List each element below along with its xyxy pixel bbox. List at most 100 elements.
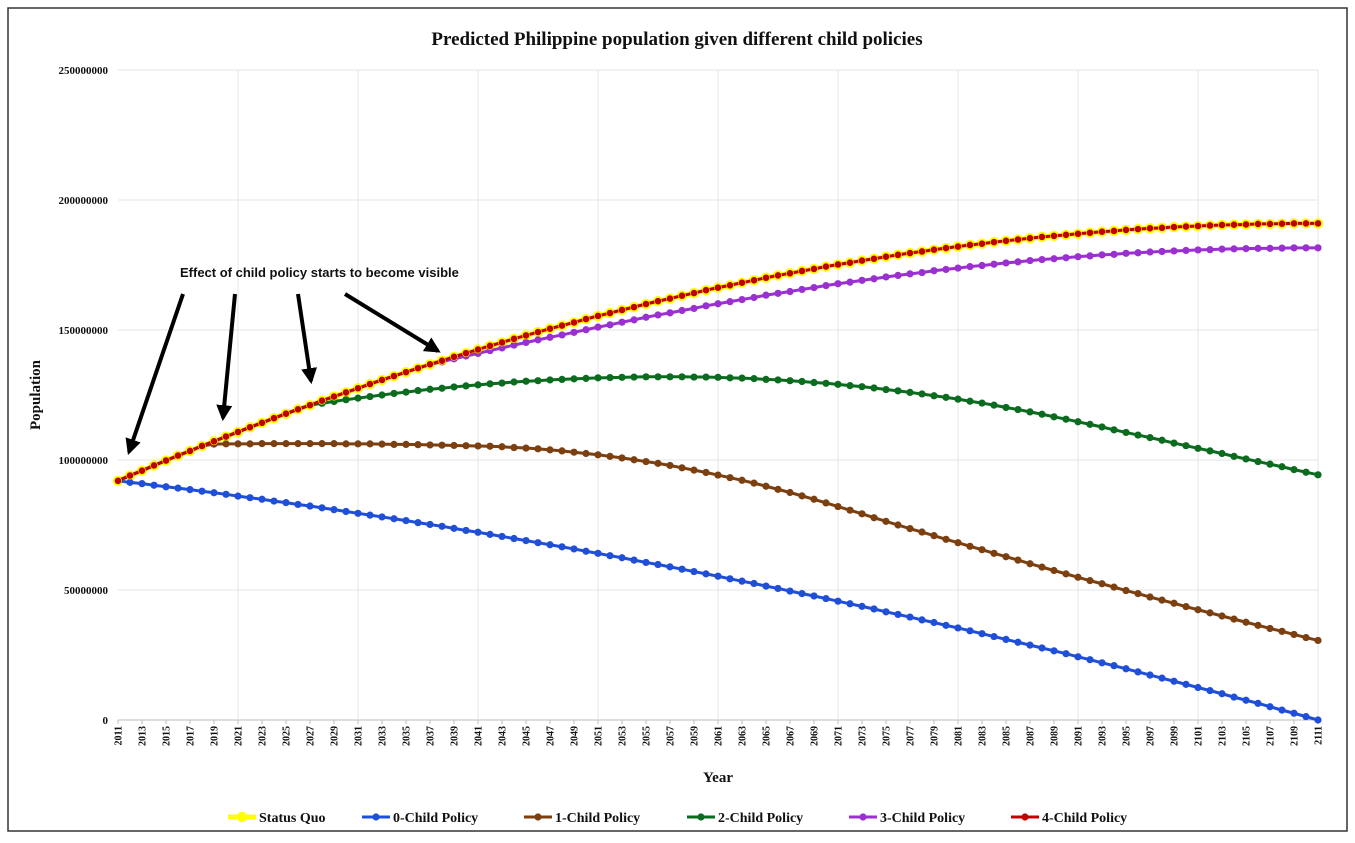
data-point (486, 380, 494, 388)
data-point (162, 483, 170, 491)
data-point (678, 565, 686, 573)
data-point (390, 440, 398, 448)
data-point (510, 334, 518, 343)
data-point (1254, 244, 1262, 252)
data-point (498, 344, 506, 352)
x-tick-label: 2065 (762, 726, 773, 746)
data-point (1062, 230, 1070, 239)
x-tick-label: 2085 (1002, 726, 1013, 746)
data-point (378, 440, 386, 448)
data-point (1254, 621, 1262, 629)
data-point (822, 594, 830, 603)
data-point (894, 271, 902, 279)
data-point (702, 302, 710, 310)
data-point (1194, 246, 1202, 254)
data-point (726, 575, 734, 583)
x-tick-label: 2055 (642, 726, 653, 746)
x-tick-label: 2027 (306, 726, 317, 746)
x-tick-label: 2025 (282, 726, 293, 746)
data-point (834, 597, 842, 605)
data-point (870, 605, 878, 613)
data-point (1290, 466, 1298, 474)
data-point (1062, 650, 1070, 658)
data-point (258, 418, 266, 427)
data-point (234, 492, 242, 500)
data-point (246, 494, 254, 502)
y-tick-label: 100000000 (59, 455, 109, 467)
data-point (1218, 612, 1226, 620)
data-point (582, 326, 590, 334)
data-point (414, 519, 422, 527)
y-tick-label: 250000000 (59, 65, 109, 77)
data-point (126, 478, 134, 486)
legend-marker (372, 813, 380, 821)
data-point (342, 440, 350, 448)
data-point (426, 441, 434, 449)
x-tick-label: 2089 (1050, 726, 1061, 746)
data-point (510, 378, 518, 386)
data-point (318, 440, 326, 448)
legend-label: 3-Child Policy (880, 811, 965, 826)
data-point (1146, 434, 1154, 442)
data-point (546, 541, 554, 549)
data-point (870, 384, 878, 392)
data-point (1158, 247, 1166, 256)
legend-label: 2-Child Policy (718, 811, 803, 826)
x-tick-label: 2021 (234, 726, 245, 746)
x-tick-label: 2039 (450, 726, 461, 746)
data-point (978, 546, 986, 554)
x-tick-label: 2067 (786, 726, 797, 746)
data-point (438, 384, 446, 392)
data-point (882, 252, 890, 261)
data-point (1158, 596, 1166, 604)
data-point (486, 442, 494, 450)
data-point (990, 260, 998, 268)
arrow (296, 293, 318, 385)
x-tick-label: 2079 (930, 726, 941, 746)
data-point (606, 309, 614, 317)
data-point (1086, 420, 1094, 428)
data-point (1074, 418, 1082, 426)
data-point (582, 315, 590, 323)
data-point (1062, 570, 1070, 578)
x-tick-label: 2083 (978, 726, 989, 746)
data-point (1026, 641, 1034, 649)
y-tick-label: 200000000 (59, 195, 109, 207)
data-point (282, 409, 290, 418)
data-point (150, 481, 158, 489)
data-point (1014, 258, 1022, 266)
data-point (402, 368, 410, 377)
data-point (1026, 234, 1034, 243)
chart-title: Predicted Philippine population given di… (431, 29, 922, 50)
data-point (1086, 252, 1094, 260)
data-point (798, 267, 806, 275)
data-point (1014, 638, 1022, 646)
data-point (1290, 709, 1298, 717)
data-point (798, 590, 806, 598)
data-point (738, 577, 746, 585)
data-point (798, 492, 806, 500)
data-point (930, 267, 938, 275)
data-point (582, 449, 590, 458)
data-point (438, 356, 446, 365)
data-point (942, 244, 950, 252)
data-point (870, 254, 878, 263)
data-point (330, 392, 338, 401)
data-point (858, 276, 866, 284)
data-point (1302, 468, 1310, 476)
data-point (234, 440, 242, 448)
data-point (1254, 699, 1262, 707)
x-tick-label: 2063 (738, 726, 749, 746)
legend: Status Quo 0-Child Policy 1-Child Policy 2-… (228, 811, 1127, 826)
x-tick-label: 2081 (954, 726, 965, 746)
data-point (846, 258, 854, 267)
data-point (714, 300, 722, 308)
data-point (666, 563, 674, 571)
data-point (918, 528, 926, 536)
data-point (1026, 256, 1034, 265)
data-point (1278, 627, 1286, 635)
data-point (1074, 653, 1082, 661)
data-point (1194, 222, 1202, 230)
data-point (534, 328, 542, 336)
y-tick-label: 0 (103, 715, 109, 727)
